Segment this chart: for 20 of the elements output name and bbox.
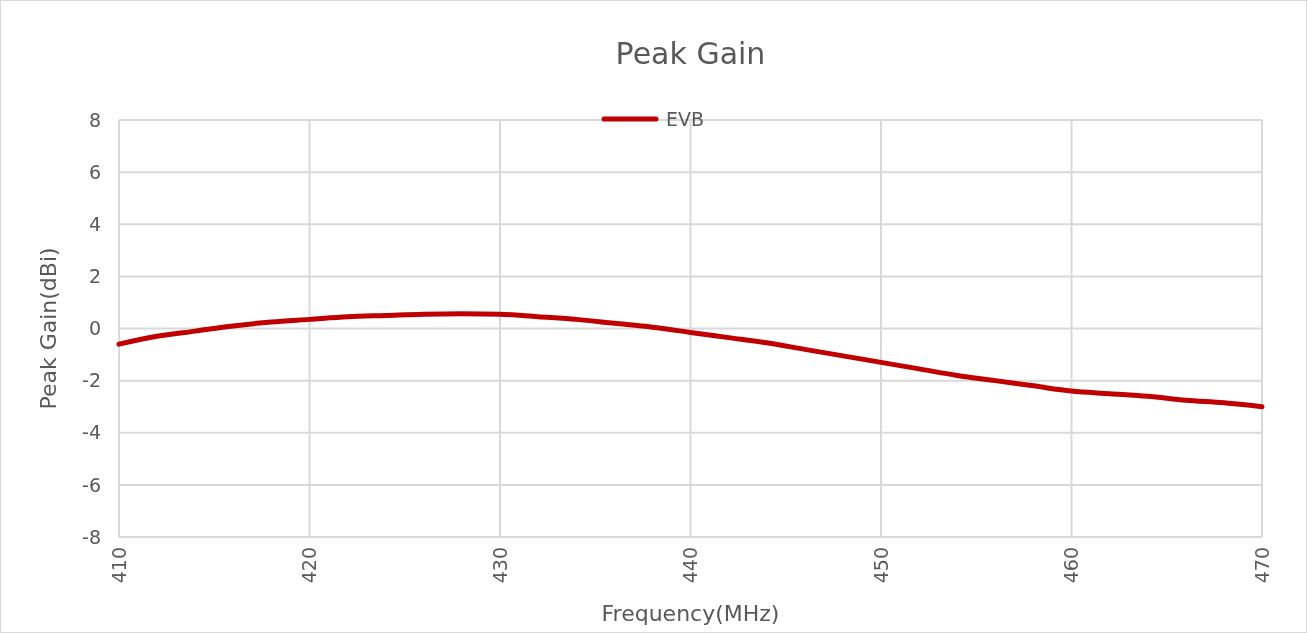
y-tick-label: -6 [82,473,101,496]
x-tick-label: 420 [298,547,321,584]
x-axis-title: Frequency(MHz) [601,601,780,626]
x-tick-label: 410 [107,547,130,584]
chart-title: Peak Gain [615,36,766,71]
y-axis-title: Peak Gain(dBi) [36,247,61,410]
y-tick-label: -2 [82,369,101,392]
y-tick-label: 0 [88,317,101,340]
y-tick-label: 2 [88,265,101,288]
x-tick-label: 430 [488,547,511,584]
y-tick-label: 8 [88,108,101,131]
x-tick-label: 450 [869,547,892,584]
legend-label: EVB [666,107,705,130]
x-tick-label: 470 [1250,547,1273,584]
x-tick-label: 460 [1060,547,1083,584]
y-tick-label: -4 [82,421,101,444]
y-tick-label: 4 [88,212,101,235]
y-tick-label: -8 [82,525,101,548]
x-tick-label: 440 [679,547,702,584]
y-tick-label: 6 [88,160,101,183]
